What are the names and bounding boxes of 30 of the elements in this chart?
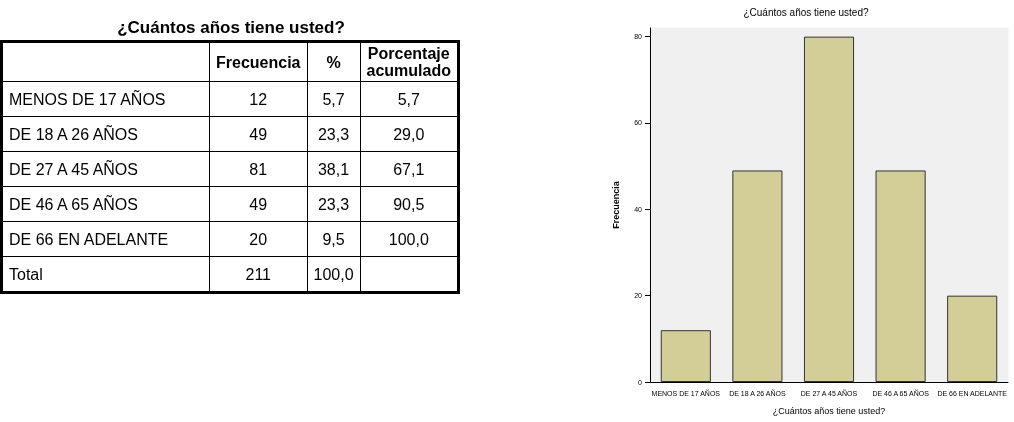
text: Frecuencia [209,41,307,82]
category-label: Total [1,256,210,293]
data-label: 29,0 [360,116,459,152]
data-label: 23,3 [307,116,361,152]
text: Porcentaje acumulado [360,41,459,82]
data-label: 23,3 [307,186,361,222]
category-label: DE 66 EN ADELANTE [1,221,210,257]
chart-title: ¿Cuántos años tiene usted? [743,6,869,18]
category-label: DE 27 A 45 AÑOS [1,151,210,187]
data-label: 90,5 [360,186,459,222]
data-label: 5,7 [360,81,459,117]
text: % [307,41,361,82]
data-label: 12 [209,81,307,117]
data-label: 81 [209,151,307,187]
data-label: 100,0 [360,221,459,257]
data-label: 211 [209,256,307,293]
data-label: 100,0 [307,256,361,293]
data-label: 20 [209,221,307,257]
data-label: 49 [209,116,307,152]
data-label: 9,5 [307,221,361,257]
data-label: 5,7 [307,81,361,117]
y-axis-title: Frecuencia [610,180,621,229]
data-label: 67,1 [360,151,459,187]
category-label: DE 18 A 26 AÑOS [1,116,210,152]
text: ¿Cuántos años tiene usted? [116,18,346,38]
data-label: 49 [209,186,307,222]
x-axis-title: ¿Cuántos años tiene usted? [772,405,886,416]
data-label: 38,1 [307,151,361,187]
category-label: MENOS DE 17 AÑOS [1,81,210,117]
category-label: DE 46 A 65 AÑOS [1,186,210,222]
